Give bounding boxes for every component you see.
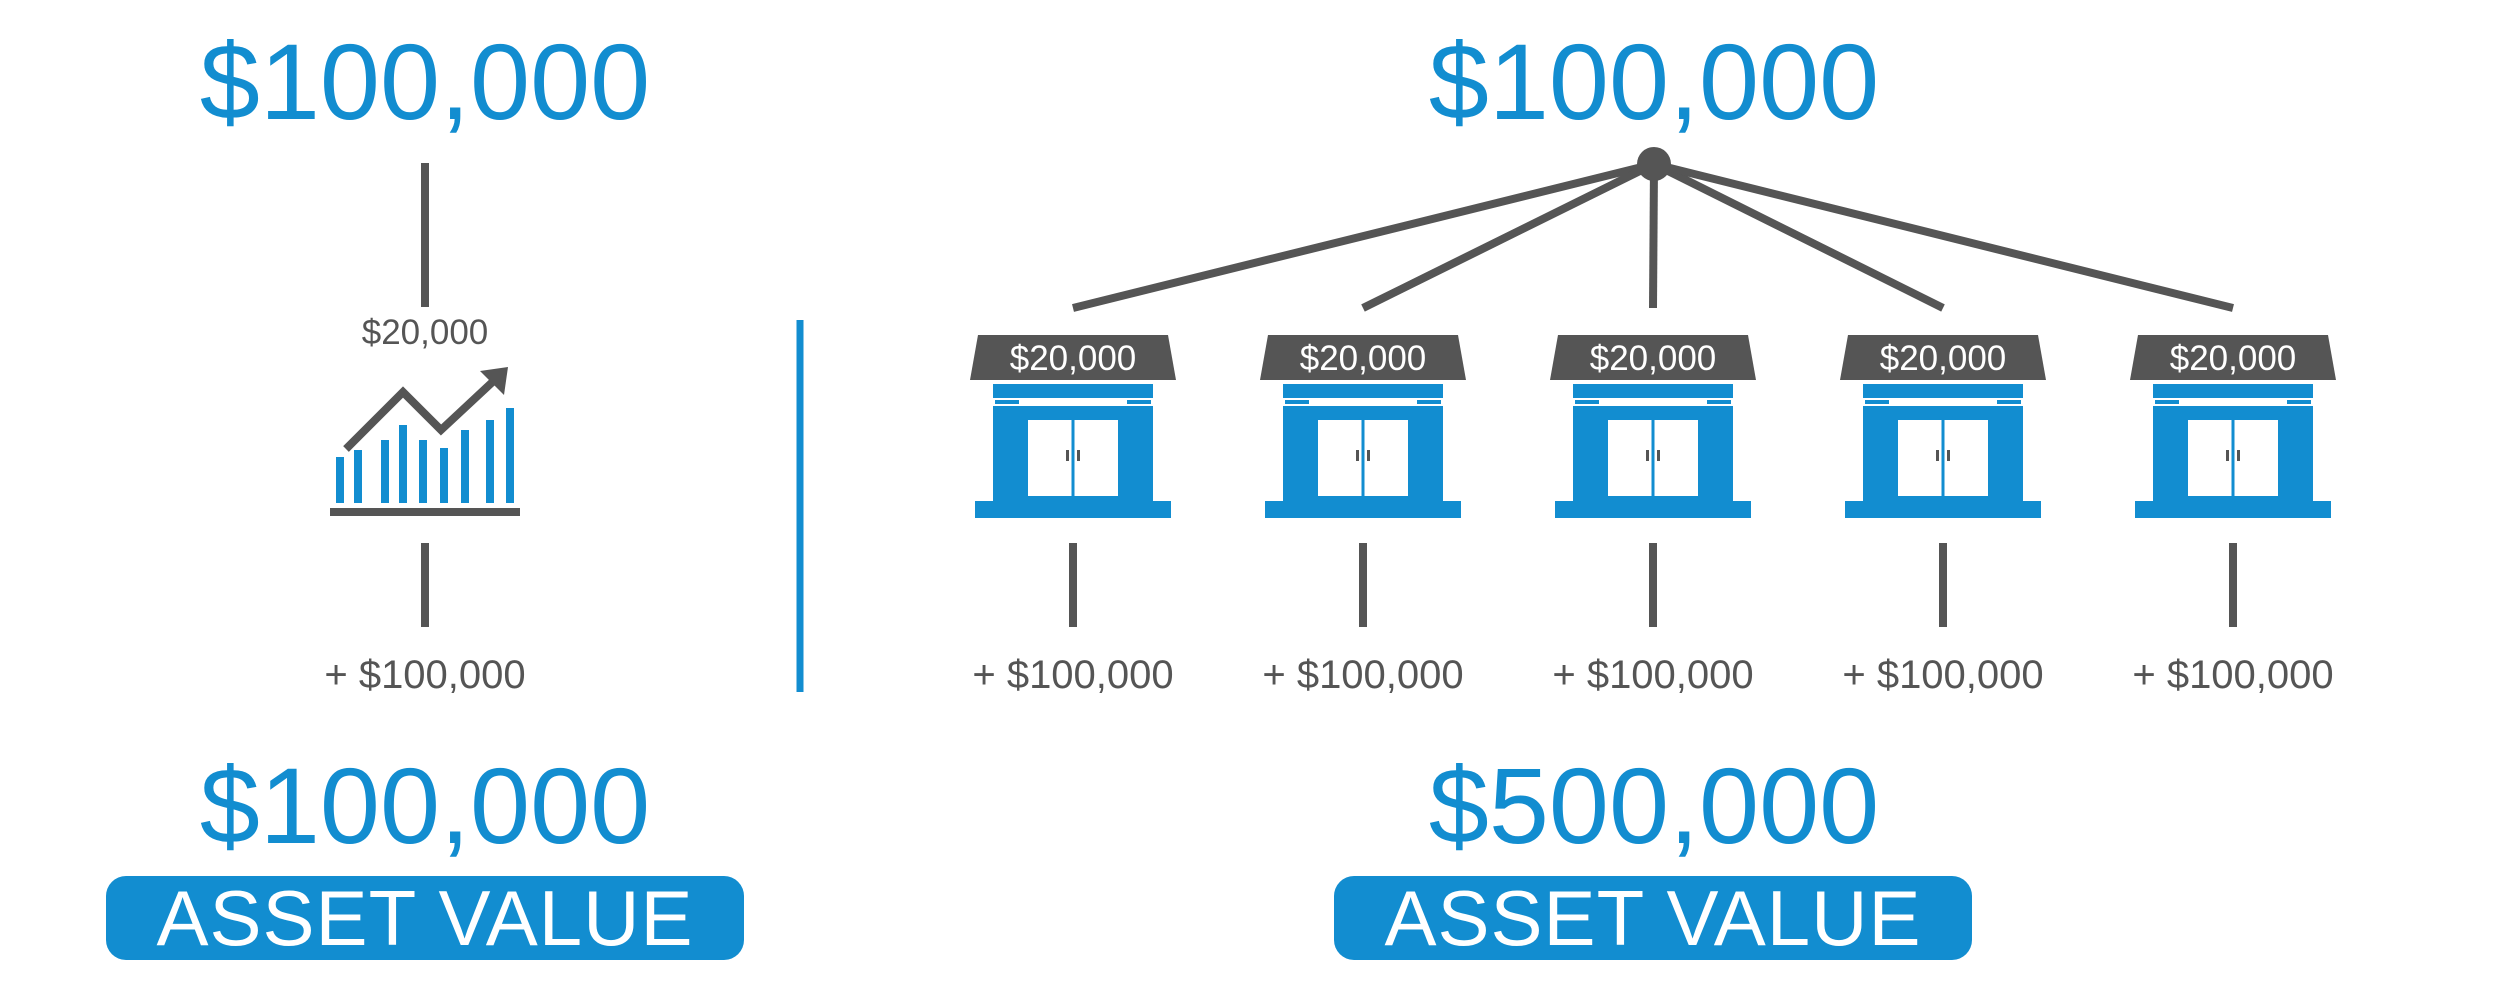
store-5: $20,000 (2130, 335, 2336, 518)
store-1-return: + $100,000 (972, 653, 1174, 697)
left-return-label: + $100,000 (324, 653, 526, 697)
store-4: $20,000 (1840, 335, 2046, 518)
store-3-return: + $100,000 (1552, 653, 1754, 697)
store-5-return: + $100,000 (2132, 653, 2334, 697)
store-3: $20,000 (1550, 335, 1756, 518)
left-asset-value-label: ASSET VALUE (156, 873, 694, 962)
storefront-icon (1840, 335, 2046, 518)
right-total-amount: $500,000 (1428, 745, 1880, 866)
store-1: $20,000 (970, 335, 1176, 518)
left-investment-label: $20,000 (361, 313, 489, 352)
left-top-amount: $100,000 (199, 21, 651, 142)
store-5-cost: $20,000 (2170, 339, 2297, 378)
storefront-icon (970, 335, 1176, 518)
left-total-amount: $100,000 (199, 745, 651, 866)
store-1-cost: $20,000 (1010, 339, 1137, 378)
store-4-return: + $100,000 (1842, 653, 2044, 697)
store-2: $20,000 (1260, 335, 1466, 518)
fanout-node (1637, 147, 1671, 181)
store-2-return: + $100,000 (1262, 653, 1464, 697)
left-asset-value-badge: ASSET VALUE (106, 874, 744, 962)
right-asset-value-badge: ASSET VALUE (1334, 874, 1972, 962)
right-asset-value-label: ASSET VALUE (1384, 873, 1922, 962)
fanout-connectors (1072, 160, 2234, 312)
store-4-cost: $20,000 (1880, 339, 2007, 378)
storefront-icon (1550, 335, 1756, 518)
growth-chart-icon (330, 367, 520, 516)
storefront-icon (2130, 335, 2336, 518)
store-3-cost: $20,000 (1590, 339, 1717, 378)
storefront-icon (1260, 335, 1466, 518)
store-2-cost: $20,000 (1300, 339, 1427, 378)
right-top-amount: $100,000 (1428, 21, 1880, 142)
store-bottom-connectors (1069, 543, 2237, 627)
